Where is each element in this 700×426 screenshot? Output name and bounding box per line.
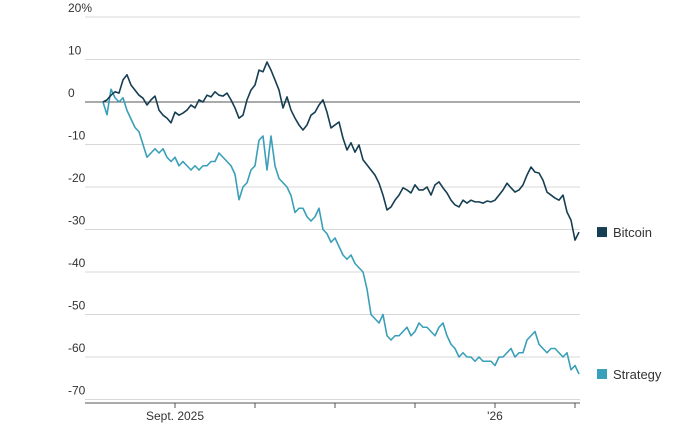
y-tick-label: 10 [68, 44, 82, 58]
y-tick-label: -20 [68, 171, 86, 185]
y-tick-label: -50 [68, 299, 86, 313]
y-tick-label: 20% [68, 1, 92, 15]
legend-swatch [597, 227, 607, 238]
series-line [102, 88, 580, 375]
legend-swatch [597, 369, 607, 379]
y-tick-label: -10 [68, 129, 86, 143]
legend-label: Bitcoin [613, 225, 652, 240]
y-tick-label: -60 [68, 341, 86, 355]
series-line [102, 61, 580, 241]
y-tick-label: 0 [68, 86, 75, 100]
x-tick-label: '26 [487, 409, 503, 423]
x-tick-label: Sept. 2025 [146, 409, 204, 423]
y-tick-label: -40 [68, 256, 86, 270]
y-tick-label: -30 [68, 214, 86, 228]
y-tick-label: -70 [68, 384, 86, 398]
legend-label: Strategy [613, 367, 662, 382]
